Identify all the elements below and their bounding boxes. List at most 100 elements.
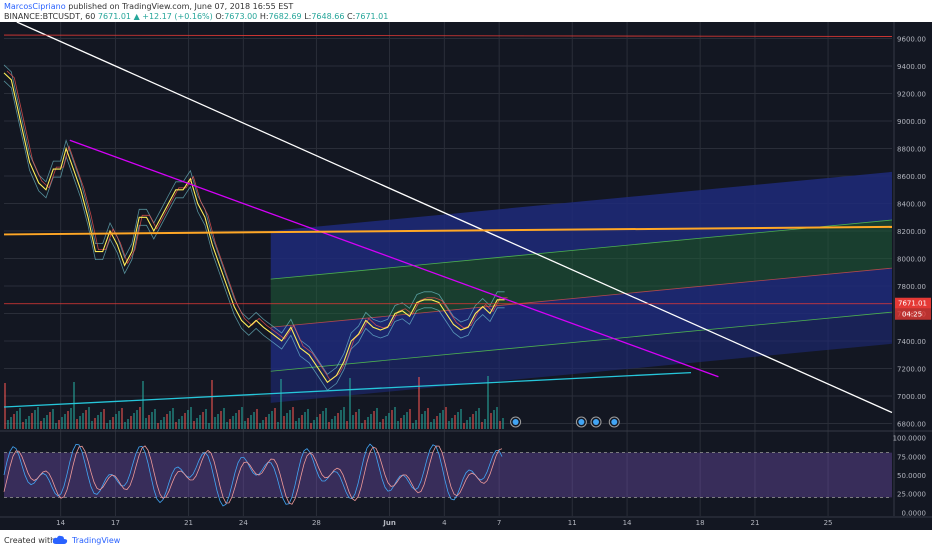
volume-bar xyxy=(211,380,213,429)
volume-bar xyxy=(109,420,111,429)
volume-bar xyxy=(187,410,189,429)
volume-bar xyxy=(37,407,39,429)
volume-bar xyxy=(127,419,129,429)
publisher-line: MarcosCipriano published on TradingView.… xyxy=(4,2,293,11)
low-label: L: xyxy=(304,12,312,21)
time-tick-label: 17 xyxy=(111,519,120,527)
volume-bar xyxy=(196,418,198,429)
volume-bar xyxy=(340,410,342,429)
volume-bar xyxy=(310,423,312,429)
channel-bottom-band xyxy=(270,312,892,403)
volume-bar xyxy=(388,413,390,429)
price-tick-label: 8800.00 xyxy=(897,146,926,154)
volume-bar xyxy=(385,416,387,429)
symbol-interval[interactable]: BINANCE:BTCUSDT, 60 xyxy=(4,12,96,21)
price-series xyxy=(3,64,508,391)
volume-bar xyxy=(19,408,21,429)
volume-bar xyxy=(247,418,249,429)
volume-bar xyxy=(469,417,471,429)
volume-bar xyxy=(367,417,369,429)
volume-bar xyxy=(172,408,174,429)
red-resistance-level xyxy=(3,34,893,37)
volume-bar xyxy=(274,408,276,429)
volume-bar xyxy=(241,407,243,429)
author-name[interactable]: MarcosCipriano xyxy=(4,2,66,11)
price-tick-label: 9400.00 xyxy=(897,63,926,71)
volume-bar xyxy=(373,411,375,429)
volume-bar xyxy=(484,419,486,429)
time-tick-label: 11 xyxy=(568,519,577,527)
rsi-tick-label: 0.0000 xyxy=(902,509,927,517)
volume-bar xyxy=(4,383,6,429)
volume-bar xyxy=(271,411,273,429)
rsi-tick-label: 75.0000 xyxy=(897,453,926,461)
time-tick-label: 28 xyxy=(312,519,321,527)
moving-average-red xyxy=(6,70,508,381)
time-tick-label: 18 xyxy=(696,519,705,527)
volume-bar xyxy=(166,414,168,429)
volume-bar xyxy=(16,411,18,429)
chart-header: MarcosCipriano published on TradingView.… xyxy=(0,0,932,22)
volume-bar xyxy=(202,412,204,429)
volume-bar xyxy=(55,423,57,429)
volume-bar xyxy=(256,409,258,429)
volume-bar xyxy=(214,417,216,429)
volume-bar xyxy=(463,423,465,429)
event-marker-dot xyxy=(578,419,585,425)
tradingview-brand[interactable]: TradingView xyxy=(72,536,121,545)
volume-bar xyxy=(412,423,414,429)
volume-bar xyxy=(58,420,60,429)
volume-bar xyxy=(124,422,126,429)
price-tick-label: 9200.00 xyxy=(897,91,926,99)
open-label: O: xyxy=(215,12,225,21)
volume-bar xyxy=(301,415,303,429)
volume-bar xyxy=(163,417,165,429)
close-value: 7671.01 xyxy=(355,12,389,21)
volume-bar xyxy=(325,408,327,429)
chart-area[interactable]: 9600.00 9400.00 9200.00 9000.00 8800.00 8600.… xyxy=(0,21,932,530)
high-label: H: xyxy=(259,12,269,21)
volume-bar xyxy=(304,412,306,429)
price-tick-label: 8600.00 xyxy=(897,173,926,181)
tradingview-cloud-icon xyxy=(52,535,68,544)
volume-bar xyxy=(433,419,435,429)
volume-bar xyxy=(148,415,150,429)
volume-bar xyxy=(454,415,456,429)
time-tick-label: Jun xyxy=(382,519,396,527)
volume-bar xyxy=(313,420,315,429)
volume-bar xyxy=(352,415,354,429)
volume-bar xyxy=(280,379,282,429)
volume-bar xyxy=(265,417,267,429)
volume-bar xyxy=(52,409,54,429)
volume-bar xyxy=(220,411,222,429)
volume-bar xyxy=(475,411,477,429)
volume-bar xyxy=(46,415,48,429)
volume-bar xyxy=(136,410,138,429)
volume-bar xyxy=(10,417,12,429)
white-downtrend-line xyxy=(16,21,893,414)
volume-bar xyxy=(436,416,438,429)
volume-bar xyxy=(445,407,447,429)
volume-bar xyxy=(490,413,492,429)
volume-bar xyxy=(424,411,426,429)
volume-bar xyxy=(22,422,24,429)
volume-bar xyxy=(178,419,180,429)
volume-bar xyxy=(142,381,144,429)
volume-bar xyxy=(322,411,324,429)
volume-bar xyxy=(409,409,411,429)
volume-bar xyxy=(343,407,345,429)
drawing-lines xyxy=(3,21,893,414)
volume-bars xyxy=(4,376,504,429)
volume-bar xyxy=(457,412,459,429)
volume-bar xyxy=(250,415,252,429)
volume-bar xyxy=(415,420,417,429)
volume-bar xyxy=(151,412,153,429)
event-marker-dot xyxy=(593,419,599,425)
event-markers xyxy=(510,416,620,428)
volume-bar xyxy=(175,422,177,429)
volume-bar xyxy=(67,411,69,429)
volume-bar xyxy=(115,414,117,429)
volume-bar xyxy=(184,413,186,429)
price-chart[interactable]: 9600.00 9400.00 9200.00 9000.00 8800.00 8600.… xyxy=(0,21,932,530)
volume-bar xyxy=(154,409,156,429)
